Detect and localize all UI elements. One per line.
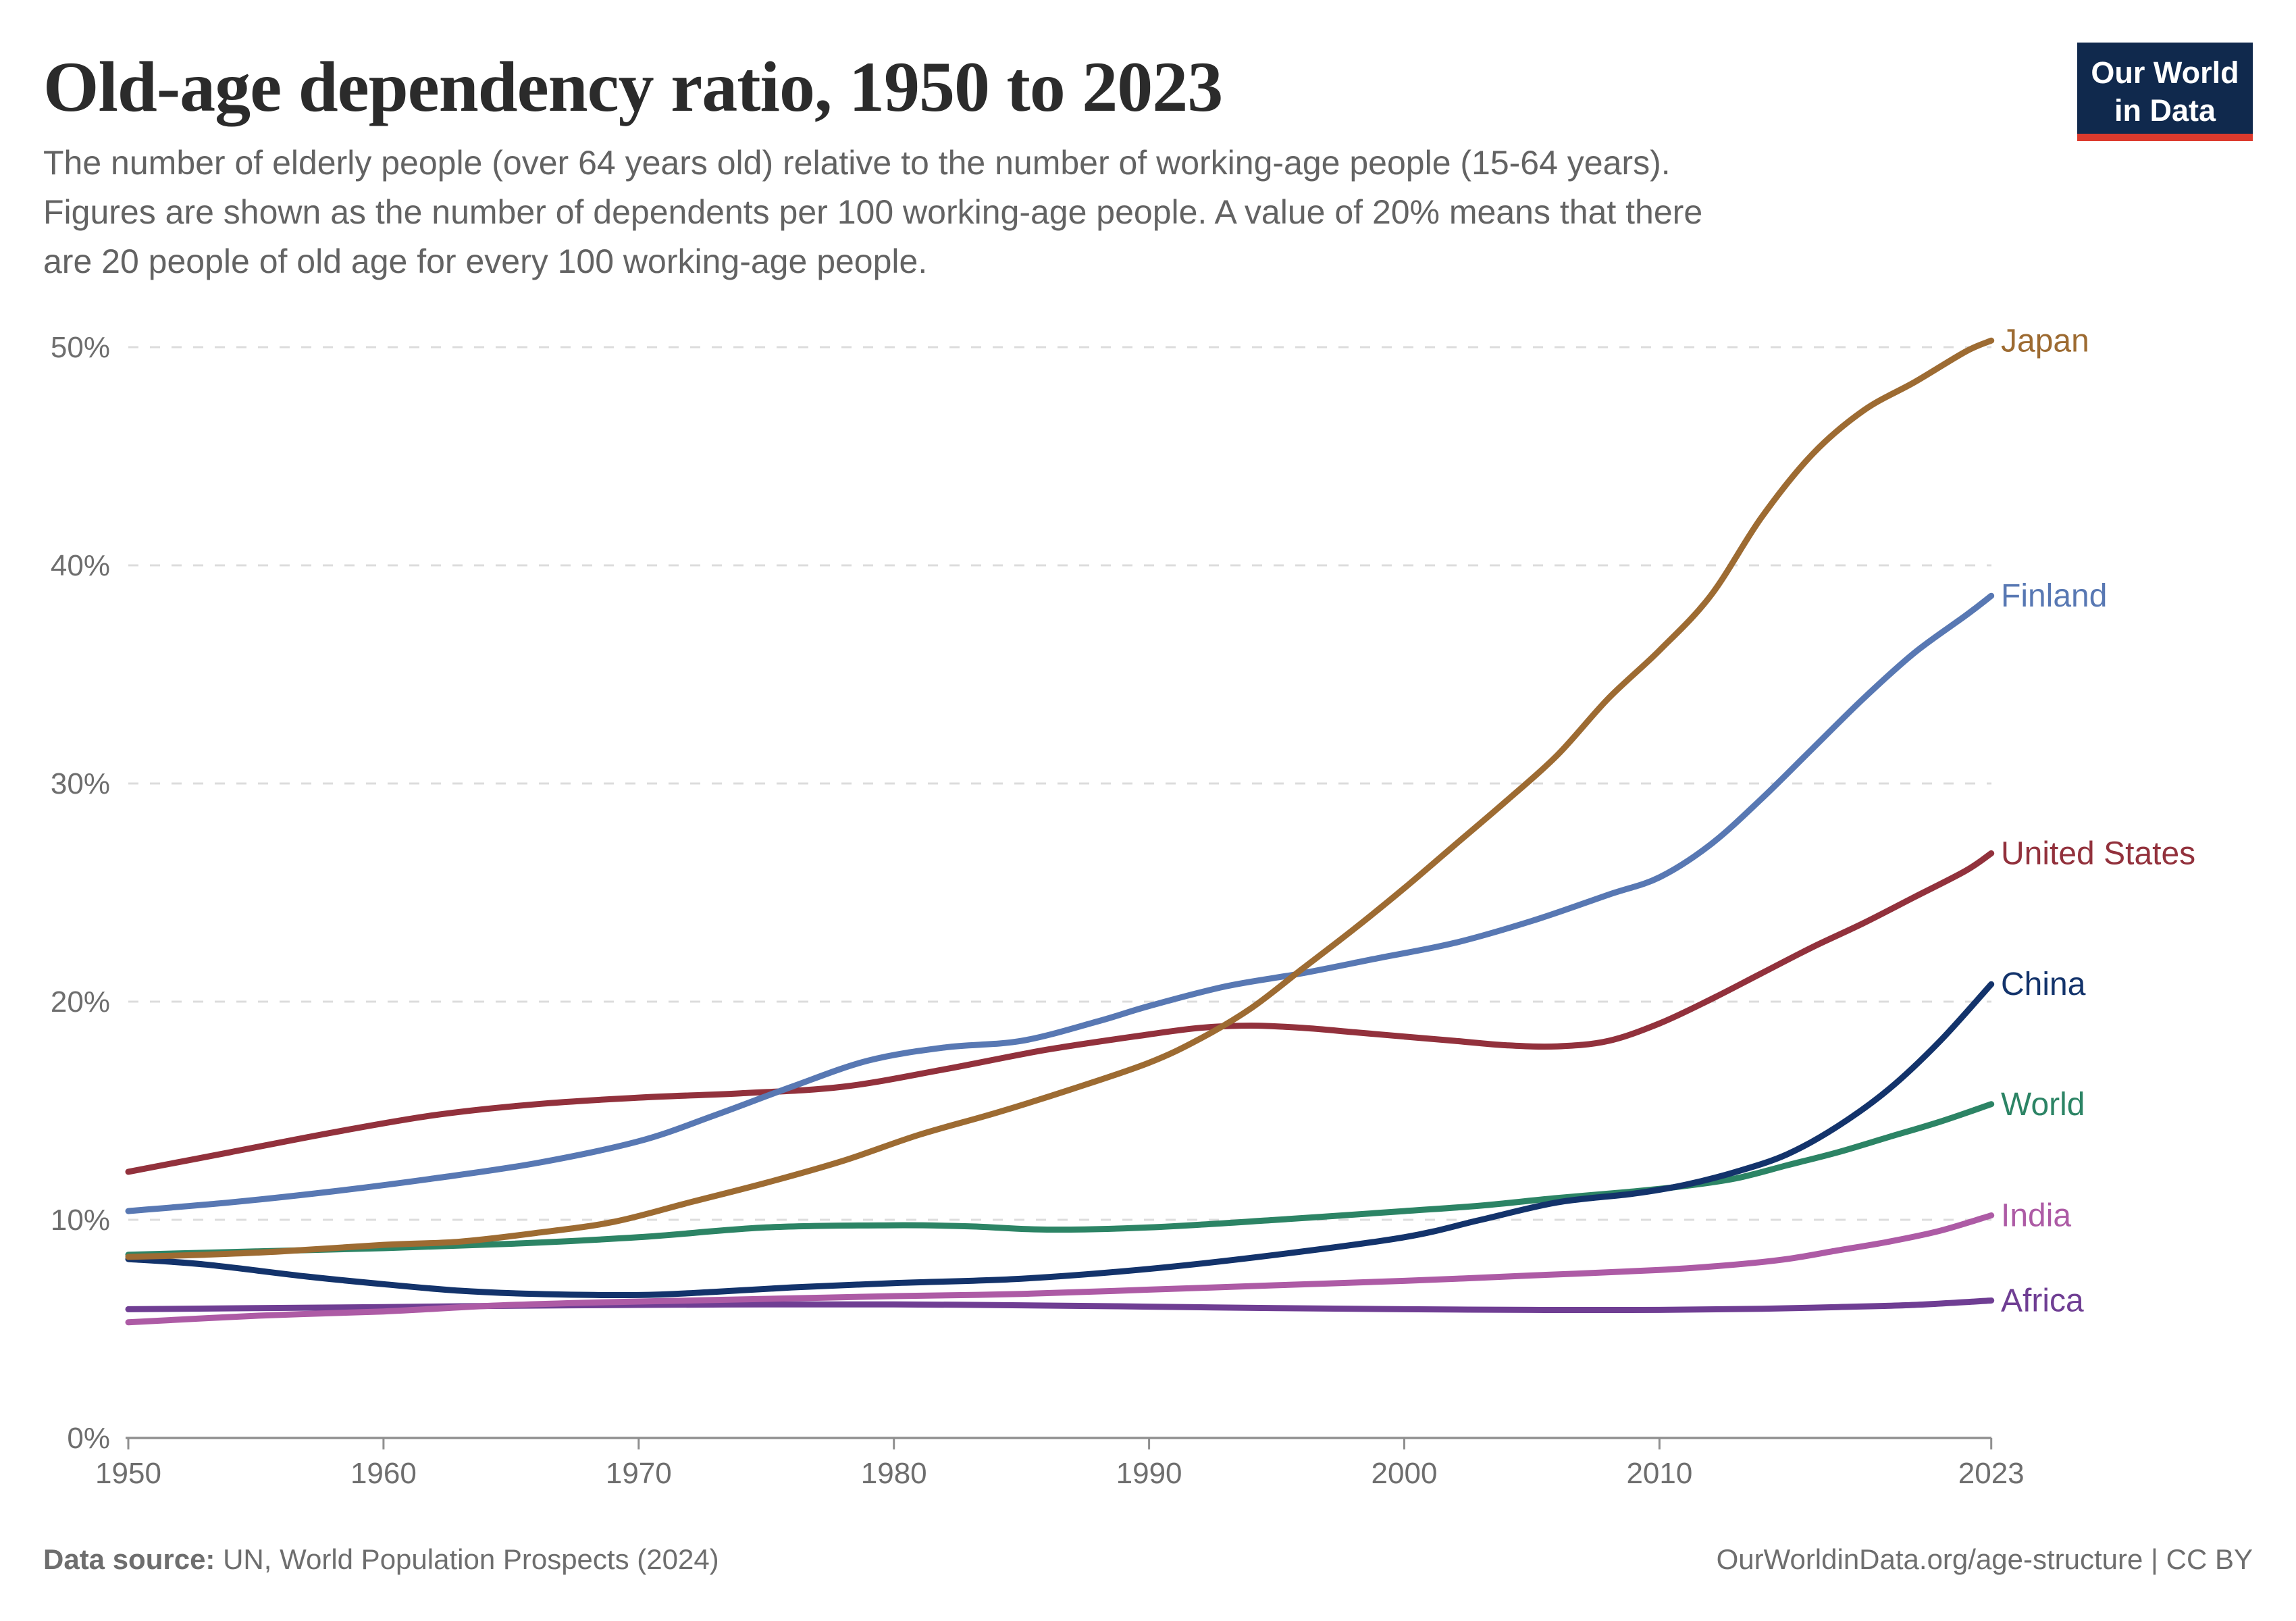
x-tick-label-1990: 1990 — [1116, 1457, 1182, 1490]
series-line-china[interactable] — [125, 981, 1995, 1299]
data-source-label: Data source: — [43, 1543, 215, 1575]
series-label-world[interactable]: World — [2001, 1087, 2085, 1123]
y-tick-label-30pct: 30% — [51, 767, 110, 800]
owid-logo[interactable]: Our World in Data — [2077, 43, 2253, 141]
x-tick-label-1970: 1970 — [606, 1457, 672, 1490]
footer-citation[interactable]: OurWorldinData.org/age-structure | CC BY — [1716, 1543, 2253, 1575]
page-title: Old-age dependency ratio, 1950 to 2023 — [43, 47, 1223, 126]
x-tick-label-2000: 2000 — [1372, 1457, 1438, 1490]
logo-line-1: Our World — [2091, 55, 2239, 90]
data-source: Data source: UN, World Population Prospe… — [43, 1543, 719, 1576]
x-tick-label-1950: 1950 — [95, 1457, 161, 1490]
x-tick-label-2010: 2010 — [1626, 1457, 1692, 1490]
series-line-india[interactable] — [125, 1212, 1995, 1326]
series-label-japan[interactable]: Japan — [2001, 323, 2089, 359]
logo-red-bar — [2077, 134, 2253, 141]
subtitle-line-1: The number of elderly people (over 64 ye… — [43, 144, 1671, 182]
x-tick-label-1960: 1960 — [350, 1457, 417, 1490]
series-label-finland[interactable]: Finland — [2001, 578, 2107, 614]
x-tick-label-2023: 2023 — [1958, 1457, 2025, 1490]
series-label-united-states[interactable]: United States — [2001, 835, 2195, 871]
subtitle-line-3: are 20 people of old age for every 100 w… — [43, 242, 928, 280]
y-tick-label-20pct: 20% — [51, 985, 110, 1019]
data-source-text: UN, World Population Prospects (2024) — [223, 1543, 719, 1575]
series-label-india[interactable]: India — [2001, 1198, 2071, 1234]
chart-subtitle: The number of elderly people (over 64 ye… — [43, 138, 1702, 286]
series-line-japan[interactable] — [125, 337, 1995, 1260]
y-tick-label-50pct: 50% — [51, 331, 110, 364]
series-line-finland[interactable] — [125, 592, 1995, 1214]
series-label-china[interactable]: China — [2001, 967, 2086, 1002]
x-tick-label-1980: 1980 — [861, 1457, 927, 1490]
series-label-africa[interactable]: Africa — [2001, 1283, 2084, 1319]
logo-line-2: in Data — [2114, 93, 2216, 128]
series-line-world[interactable] — [125, 1101, 1995, 1258]
y-tick-label-0pct: 0% — [67, 1422, 110, 1455]
y-tick-label-40pct: 40% — [51, 549, 110, 582]
series-line-united-states[interactable] — [125, 850, 1995, 1175]
subtitle-line-2: Figures are shown as the number of depen… — [43, 193, 1703, 231]
y-tick-label-10pct: 10% — [51, 1204, 110, 1237]
